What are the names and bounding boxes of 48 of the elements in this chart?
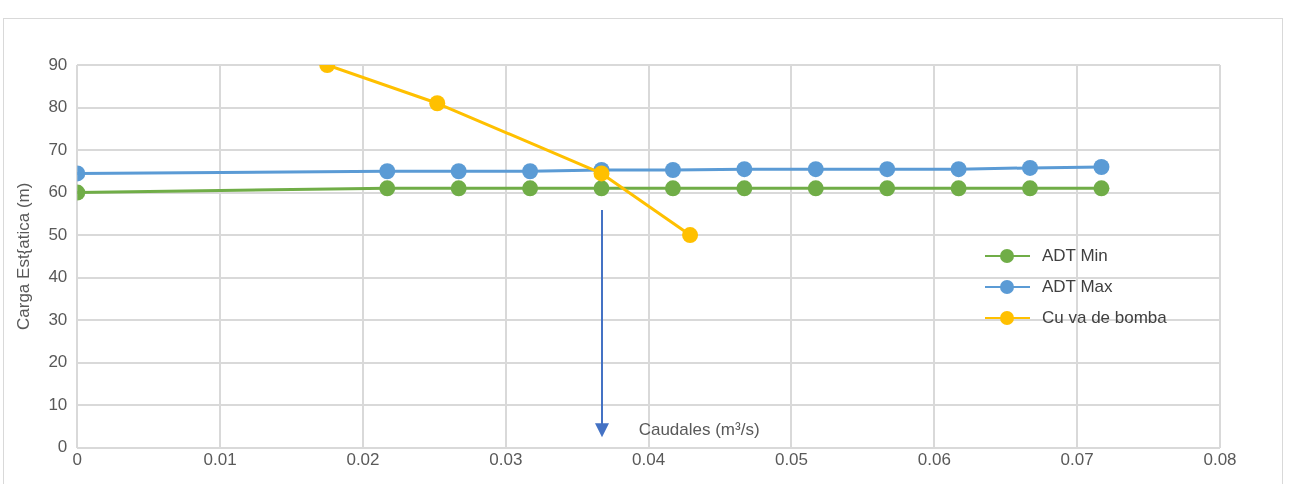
x-tick-label: 0.04 bbox=[632, 450, 666, 470]
x-tick-label: 0.03 bbox=[489, 450, 523, 470]
x-tick-label: 0.05 bbox=[774, 450, 809, 470]
y-tick-label: 0 bbox=[57, 437, 68, 457]
y-tick-label: 90 bbox=[48, 54, 68, 74]
y-tick-label: 10 bbox=[48, 394, 68, 414]
point bbox=[950, 161, 967, 178]
y-tick-label: 30 bbox=[48, 309, 68, 329]
x-tick-label: 0.06 bbox=[917, 450, 951, 470]
point bbox=[664, 180, 681, 197]
x-axis-title: Caudales (m³/s) bbox=[638, 420, 760, 440]
legend-label: ADT Min bbox=[1042, 245, 1108, 266]
x-tick-label: 0.08 bbox=[1203, 450, 1237, 470]
point bbox=[1022, 180, 1039, 197]
y-axis-title: Carga Est{atica (m) bbox=[13, 182, 33, 330]
point bbox=[429, 95, 446, 112]
x-tick-label: 0.02 bbox=[346, 450, 380, 470]
y-tick-label: 60 bbox=[48, 182, 68, 202]
point bbox=[807, 180, 824, 197]
point bbox=[593, 165, 610, 182]
point bbox=[522, 163, 539, 180]
y-tick-label: 20 bbox=[48, 352, 68, 372]
point bbox=[1022, 159, 1039, 176]
point bbox=[807, 161, 824, 178]
point bbox=[593, 180, 610, 197]
x-tick-label: 0.07 bbox=[1060, 450, 1094, 470]
y-tick-label: 50 bbox=[48, 224, 68, 244]
point bbox=[879, 180, 896, 197]
legend-label: Cu va de bomba bbox=[1042, 307, 1167, 328]
point bbox=[379, 163, 396, 180]
point bbox=[450, 180, 467, 197]
point bbox=[682, 227, 699, 244]
point bbox=[736, 180, 753, 197]
point bbox=[664, 162, 681, 178]
point bbox=[879, 161, 896, 178]
y-tick-label: 80 bbox=[48, 97, 68, 117]
point bbox=[1093, 180, 1110, 197]
y-tick-label: 70 bbox=[48, 139, 68, 159]
point bbox=[450, 163, 467, 180]
point bbox=[379, 180, 396, 197]
x-tick-label: 0 bbox=[72, 450, 83, 470]
point bbox=[1093, 159, 1110, 176]
legend-label: ADT Max bbox=[1042, 276, 1113, 297]
point bbox=[522, 180, 539, 197]
y-tick-label: 40 bbox=[48, 267, 68, 287]
point bbox=[736, 161, 753, 178]
point bbox=[950, 180, 967, 197]
x-tick-label: 0.01 bbox=[203, 450, 237, 470]
